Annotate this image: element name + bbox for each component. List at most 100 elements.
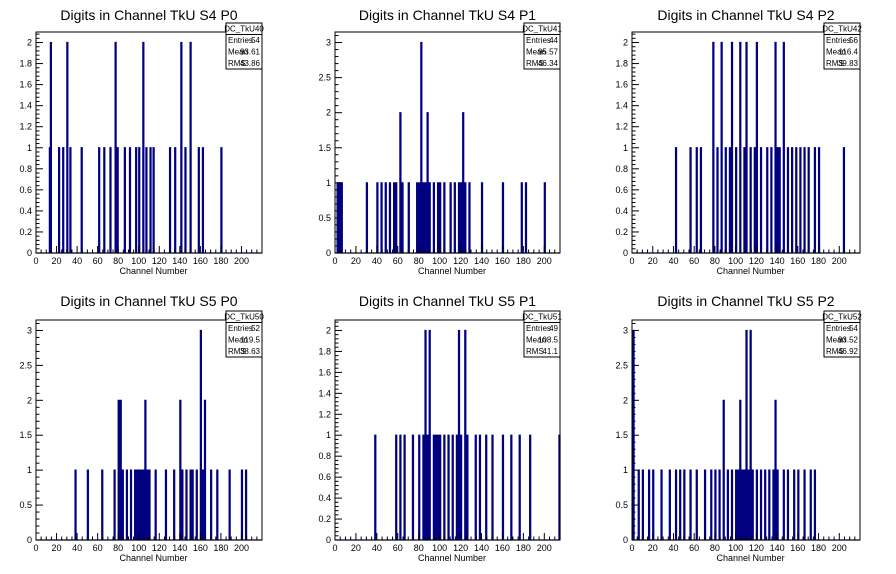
y-tick-label: 0.4	[19, 206, 32, 216]
x-tick-label: 20	[648, 256, 658, 266]
stats-value-entries: 56	[849, 36, 858, 45]
stats-name: DC_TkU41	[522, 25, 562, 34]
x-tick-label: 120	[152, 543, 167, 553]
stats-value-entries: 54	[849, 324, 858, 333]
x-axis-label: Channel Number	[418, 553, 486, 563]
x-tick-label: 200	[537, 543, 552, 553]
x-tick-label: 160	[193, 256, 208, 266]
x-axis-label: Channel Number	[717, 266, 785, 276]
x-tick-label: 200	[234, 256, 249, 266]
x-tick-label: 180	[811, 543, 826, 553]
y-tick-label: 0.5	[19, 500, 32, 510]
y-tick-label: 1	[623, 465, 628, 475]
x-tick-label: 200	[832, 543, 847, 553]
x-tick-label: 80	[710, 543, 720, 553]
y-tick-label: 0.4	[615, 206, 628, 216]
y-tick-label: 0	[27, 535, 32, 545]
x-tick-label: 100	[432, 543, 447, 553]
y-tick-label: 0	[623, 535, 628, 545]
stats-value-rms: 46.34	[538, 59, 559, 68]
y-tick-label: 1.8	[615, 59, 628, 69]
stats-value-entries: 54	[251, 36, 260, 45]
stats-value-rms: 39.83	[838, 59, 859, 68]
y-tick-label: 2	[27, 395, 32, 405]
panel-title: Digits in Channel TkU S4 P2	[657, 7, 834, 23]
plot-frame	[334, 31, 561, 254]
x-tick-label: 100	[131, 256, 146, 266]
x-tick-label: 120	[453, 256, 468, 266]
x-tick-label: 0	[33, 256, 38, 266]
y-tick-label: 1	[623, 143, 628, 153]
stats-label-rms: RMS	[826, 347, 844, 356]
stats-value-rms: 41.1	[542, 347, 558, 356]
y-tick-label: 1.6	[615, 80, 628, 90]
histogram-panel-2: Digits in Channel TkU S4 P1 0 0.5 1 1.5 2 2.5 3…	[318, 7, 562, 276]
y-tick-label: 1.4	[615, 101, 628, 111]
x-tick-label: 160	[790, 543, 805, 553]
x-tick-label: 20	[52, 256, 62, 266]
y-tick-label: 1.6	[318, 367, 331, 377]
x-tick-label: 80	[113, 256, 123, 266]
stats-label-rms: RMS	[228, 347, 246, 356]
y-tick-label: 1	[27, 465, 32, 475]
y-tick-label: 1.8	[19, 59, 32, 69]
x-tick-label: 200	[832, 256, 847, 266]
x-tick-label: 40	[72, 543, 82, 553]
stats-box-frame	[823, 310, 861, 358]
histogram-panel-1: Digits in Channel TkU S4 P0 0 0.2 0.4 0.6 0.8…	[19, 7, 264, 276]
stats-label-mean: Mean	[228, 336, 248, 345]
stats-value-rms: 38.63	[240, 347, 261, 356]
y-tick-label: 1.2	[318, 409, 331, 419]
x-tick-label: 140	[770, 543, 785, 553]
panel-title: Digits in Channel TkU S4 P1	[359, 7, 536, 23]
x-tick-label: 0	[629, 256, 634, 266]
histogram-line	[36, 329, 262, 541]
panel-title: Digits in Channel TkU S5 P0	[60, 293, 237, 309]
x-tick-label: 40	[72, 256, 82, 266]
x-tick-label: 40	[372, 256, 382, 266]
x-tick-label: 0	[332, 256, 337, 266]
x-tick-label: 200	[537, 256, 552, 266]
x-tick-label: 140	[172, 543, 187, 553]
stats-value-mean: 95.57	[538, 48, 559, 57]
stats-value-mean: 116.4	[839, 48, 859, 57]
stats-label-mean: Mean	[228, 48, 248, 57]
y-tick-label: 0.4	[318, 493, 331, 503]
histogram-line	[632, 329, 860, 541]
stats-name: DC_TkU40	[224, 25, 264, 34]
y-tick-label: 1.5	[615, 430, 628, 440]
histogram-panel-4: Digits in Channel TkU S5 P0 0 0.5 1 1.5 2 2.5 3…	[19, 293, 264, 563]
y-tick-label: 0.6	[318, 472, 331, 482]
panel-title: Digits in Channel TkU S5 P1	[359, 293, 536, 309]
stats-label-entries: Entries	[826, 324, 851, 333]
x-tick-label: 40	[372, 543, 382, 553]
y-tick-label: 2.5	[318, 73, 331, 83]
y-tick-label: 1.6	[19, 80, 32, 90]
y-tick-label: 0	[326, 248, 331, 258]
y-tick-label: 0.2	[19, 227, 32, 237]
x-tick-label: 180	[516, 256, 531, 266]
x-tick-label: 60	[93, 543, 103, 553]
y-tick-label: 0.5	[318, 213, 331, 223]
stats-name: DC_TkU42	[822, 25, 862, 34]
y-tick-label: 0.2	[318, 514, 331, 524]
x-tick-label: 180	[213, 256, 228, 266]
plot-frame	[334, 319, 561, 541]
y-tick-label: 1.5	[318, 143, 331, 153]
stats-value-mean: 108.5	[538, 336, 559, 345]
y-tick-label: 1	[326, 430, 331, 440]
stats-value-entries: 44	[549, 36, 558, 45]
stats-label-entries: Entries	[228, 324, 253, 333]
x-tick-label: 200	[234, 543, 249, 553]
x-tick-label: 40	[668, 256, 678, 266]
stats-value-rms: 46.92	[838, 347, 859, 356]
stats-label-mean: Mean	[526, 48, 546, 57]
stats-label-entries: Entries	[526, 324, 551, 333]
x-tick-label: 100	[728, 543, 743, 553]
y-tick-label: 1.2	[19, 122, 32, 132]
